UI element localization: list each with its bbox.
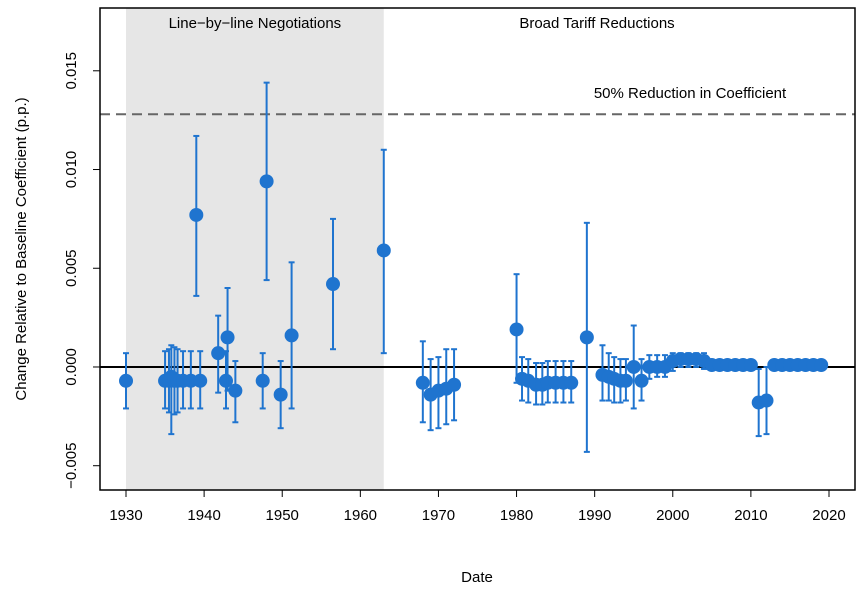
annotation: 50% Reduction in Coefficient — [594, 85, 787, 102]
x-tick-label: 1930 — [109, 507, 142, 524]
y-tick-label: 0.000 — [63, 348, 80, 386]
point — [273, 387, 288, 402]
x-axis-title: Date — [461, 569, 493, 586]
point — [618, 373, 633, 388]
annotation: Broad Tariff Reductions — [519, 15, 674, 32]
point — [579, 330, 594, 345]
point — [218, 373, 233, 388]
y-tick-label: −0.005 — [63, 443, 80, 489]
point — [255, 373, 270, 388]
point — [284, 328, 299, 343]
x-tick-label: 1970 — [422, 507, 455, 524]
plot-frame — [99, 7, 856, 491]
point — [814, 358, 829, 373]
point — [415, 375, 430, 390]
point — [509, 322, 524, 337]
point — [220, 330, 235, 345]
x-tick-label: 1990 — [578, 507, 611, 524]
y-tick-label: 0.015 — [63, 52, 80, 90]
point — [626, 359, 641, 374]
point — [211, 346, 226, 361]
y-axis-title: Change Relative to Baseline Coefficient … — [13, 97, 30, 400]
y-tick-label: 0.005 — [63, 249, 80, 287]
point — [447, 377, 462, 392]
point — [193, 373, 208, 388]
point — [376, 243, 391, 258]
point — [119, 373, 134, 388]
x-tick-label: 1940 — [187, 507, 220, 524]
point — [564, 375, 579, 390]
x-tick-label: 2020 — [812, 507, 845, 524]
shaded-region — [126, 8, 384, 490]
point — [634, 373, 649, 388]
annotation: Line−by−line Negotiations — [169, 15, 342, 32]
x-tick-label: 1960 — [344, 507, 377, 524]
x-tick-label: 2000 — [656, 507, 689, 524]
x-tick-label: 1980 — [500, 507, 533, 524]
point — [759, 393, 774, 408]
point — [189, 207, 204, 222]
y-tick-label: 0.010 — [63, 151, 80, 189]
x-tick-label: 1950 — [266, 507, 299, 524]
point — [228, 383, 243, 398]
point — [325, 277, 340, 292]
x-tick-label: 2010 — [734, 507, 767, 524]
point — [743, 358, 758, 373]
point — [259, 174, 274, 189]
